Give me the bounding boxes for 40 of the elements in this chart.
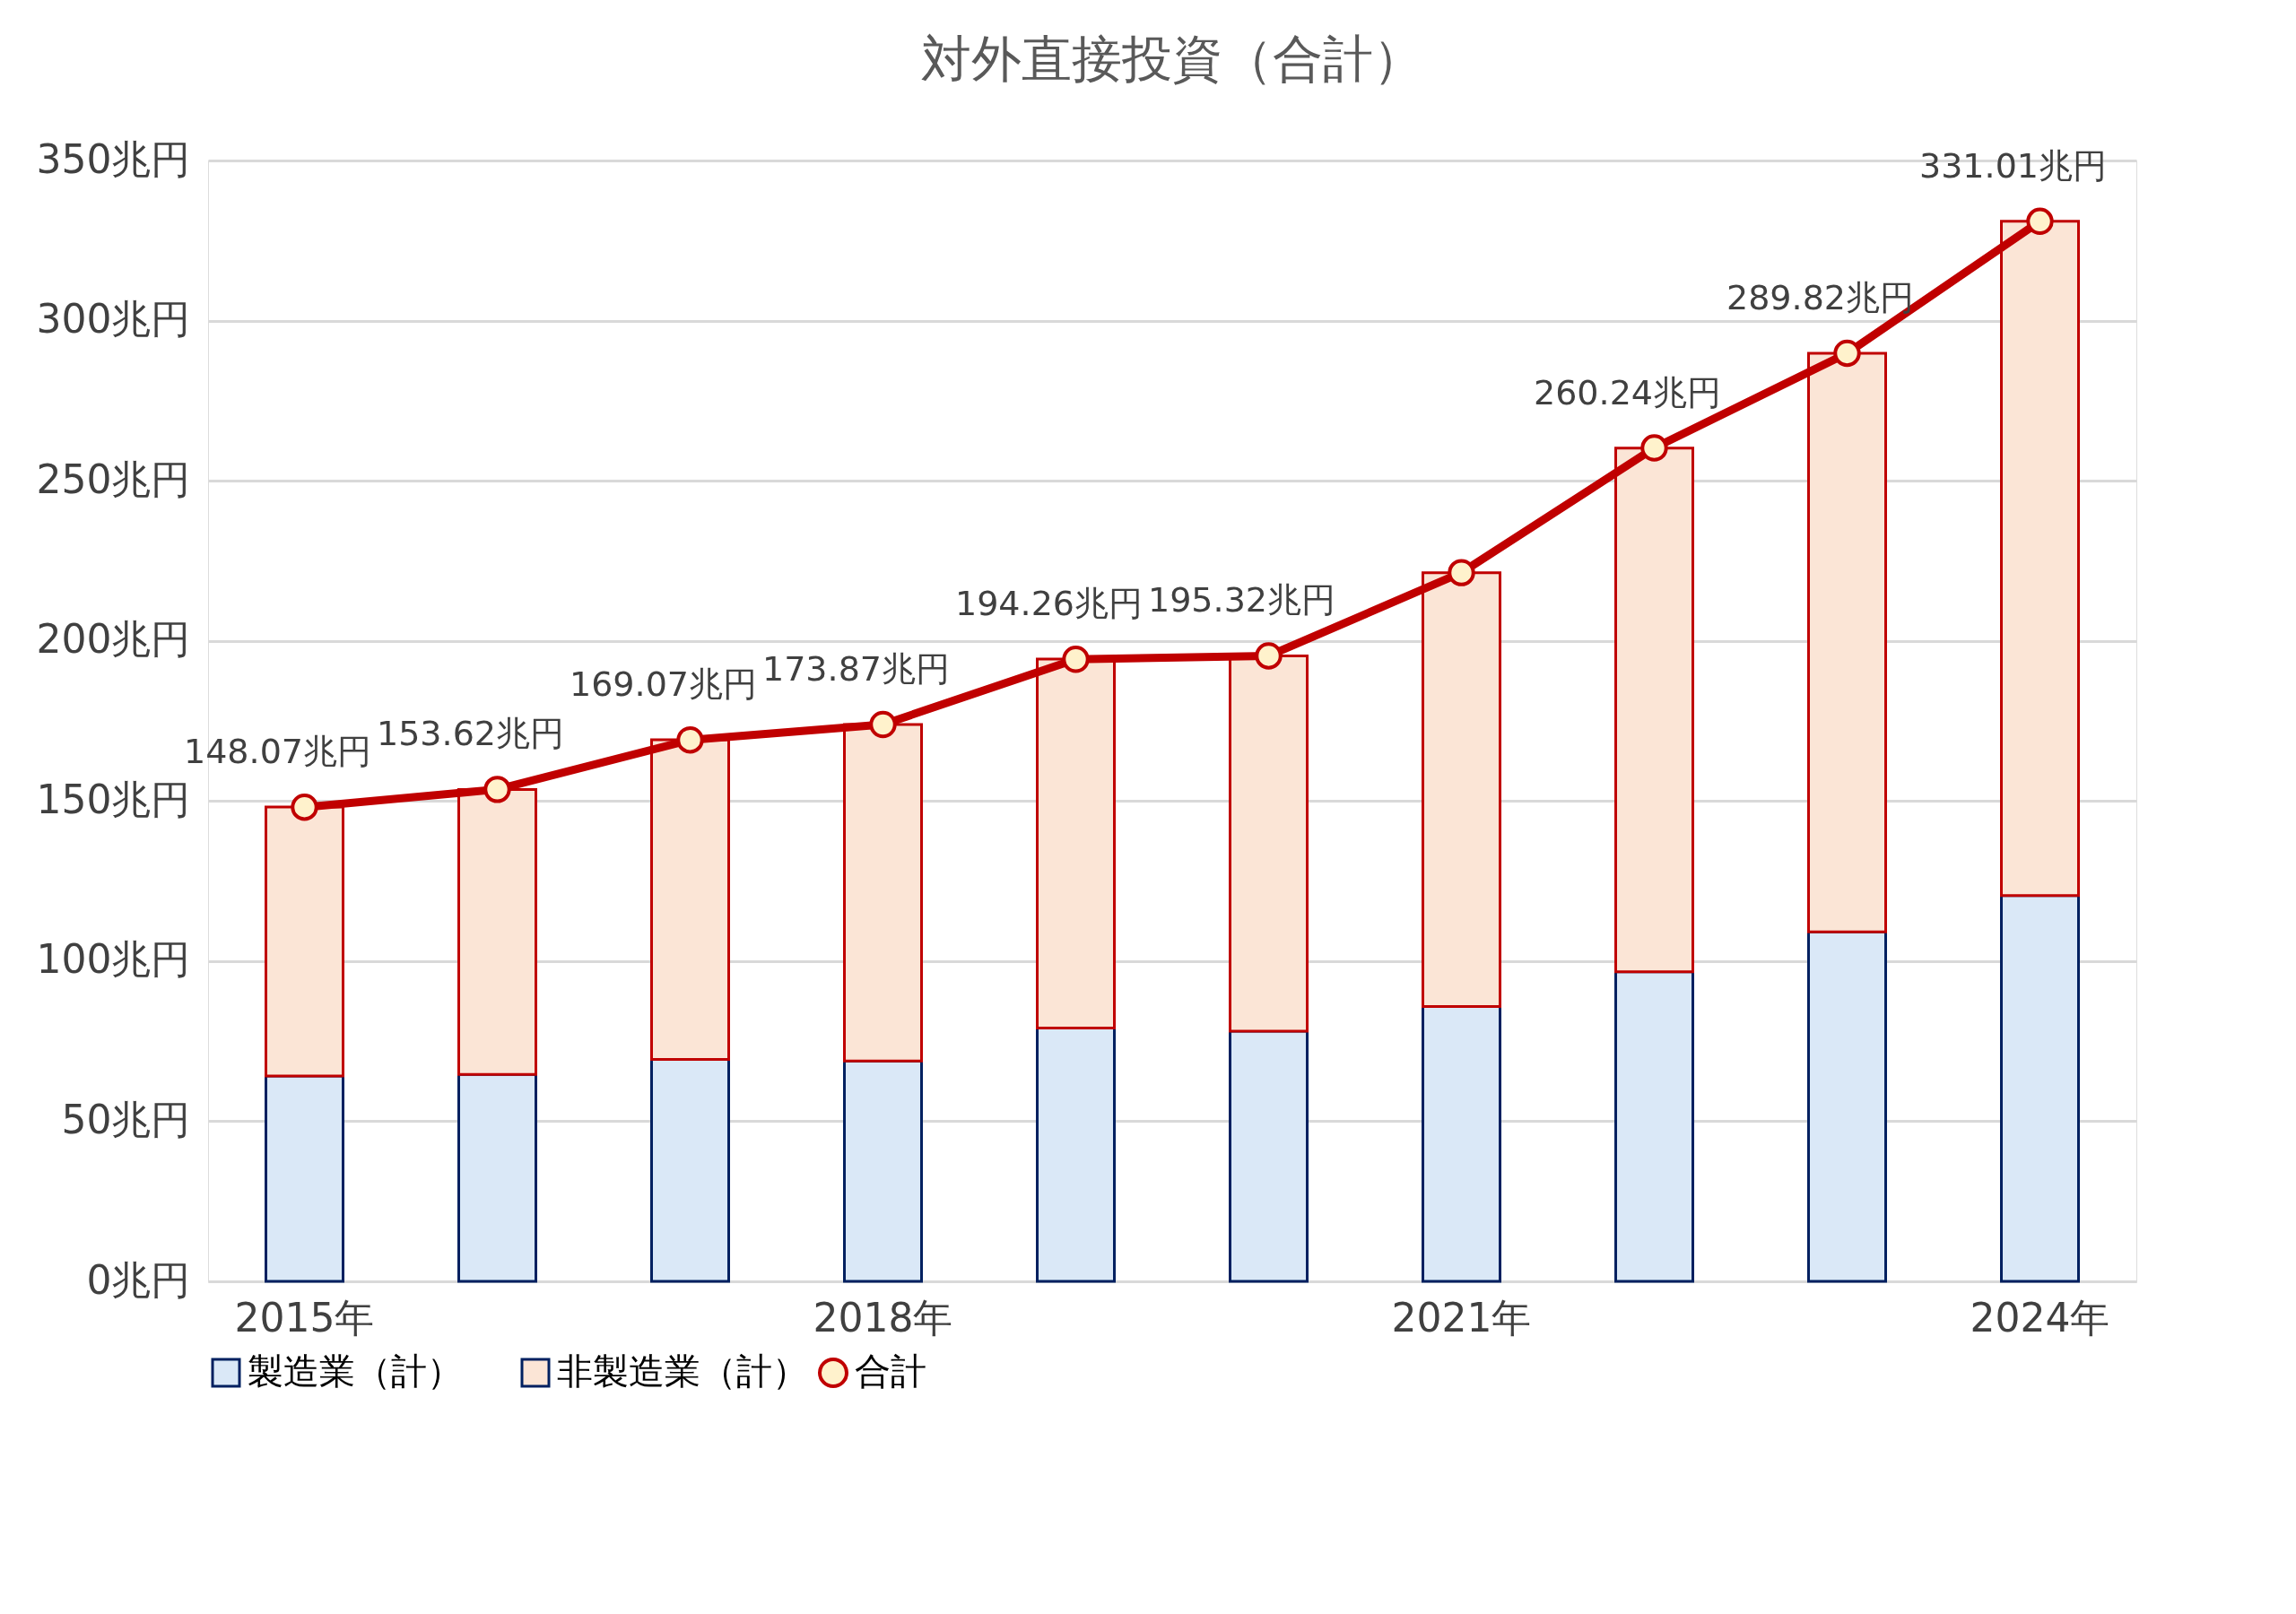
y-tick-label: 100兆円: [36, 936, 191, 983]
y-tick-label: 300兆円: [36, 296, 191, 343]
point: [291, 793, 318, 821]
y-tick-label: 350兆円: [36, 135, 191, 182]
data-label: 289.82兆円: [1726, 277, 1914, 317]
legend-label: 合計: [855, 1350, 926, 1392]
data-label: 260.24兆円: [1534, 372, 1721, 412]
data-label: 331.01兆円: [1919, 145, 2107, 186]
point: [483, 776, 511, 803]
point: [1448, 559, 1475, 586]
data-label: 153.62兆円: [377, 714, 564, 754]
y-tick-label: 250兆円: [36, 456, 191, 502]
point: [676, 725, 704, 754]
point: [1062, 646, 1090, 673]
chart-title: 対外直接投資（合計）: [921, 30, 1423, 88]
legend-label: 製造業（計）: [248, 1350, 463, 1392]
x-tick-label: 2018年: [813, 1294, 953, 1341]
data-label: 148.07兆円: [184, 732, 371, 772]
point: [1640, 434, 1668, 462]
x-tick-label: 2015年: [234, 1294, 375, 1341]
data-label: 173.87兆円: [762, 649, 950, 690]
point: [2026, 207, 2054, 236]
point: [869, 710, 897, 739]
legend-label: 非製造業（計）: [557, 1350, 808, 1392]
bar: [2000, 894, 2080, 1283]
bar: [1036, 1027, 1116, 1283]
y-tick-label: 50兆円: [61, 1096, 191, 1142]
y-tick-label: 150兆円: [36, 776, 191, 822]
data-label: 194.26兆円: [955, 584, 1143, 624]
y-tick-label: 0兆円: [86, 1256, 191, 1303]
data-label: 195.32兆円: [1148, 580, 1335, 620]
point: [1833, 339, 1861, 368]
x-tick-label: 2021年: [1391, 1294, 1532, 1341]
y-tick-label: 200兆円: [36, 616, 191, 663]
bar: [650, 1058, 730, 1283]
point: [1255, 642, 1283, 670]
bar: [1422, 1005, 1501, 1283]
x-tick-label: 2024年: [1970, 1294, 2110, 1341]
bar: [1614, 970, 1694, 1283]
data-label: 169.07兆円: [570, 664, 757, 705]
